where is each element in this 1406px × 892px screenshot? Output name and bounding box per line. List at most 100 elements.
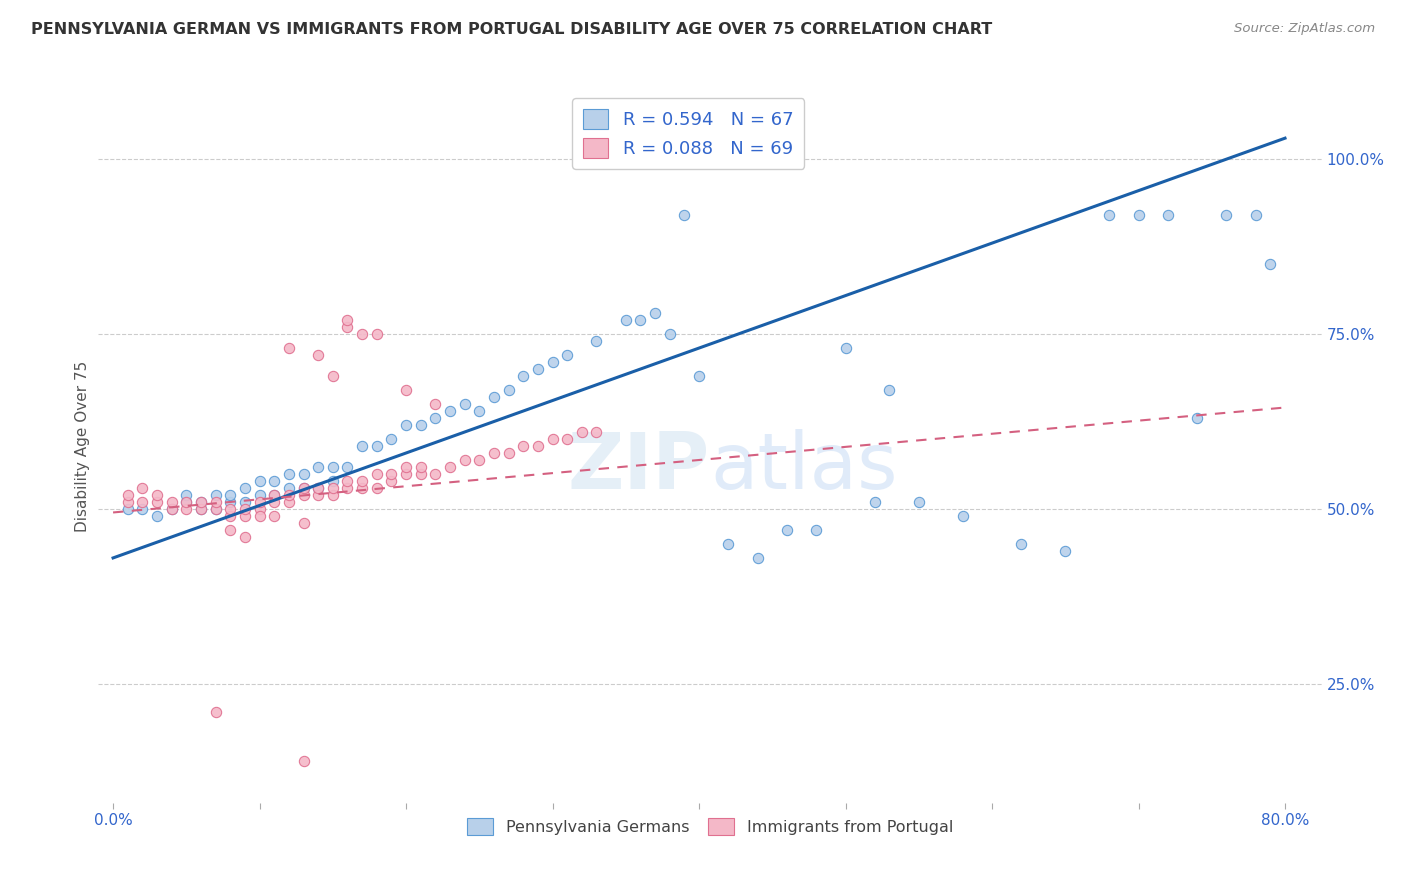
Point bbox=[395, 417, 418, 432]
Point bbox=[352, 439, 374, 453]
Point bbox=[307, 488, 329, 502]
Point bbox=[409, 417, 432, 432]
Point bbox=[160, 495, 183, 509]
Point bbox=[263, 508, 285, 523]
Point bbox=[307, 481, 329, 495]
Point bbox=[352, 481, 374, 495]
Point bbox=[527, 362, 550, 376]
Point bbox=[336, 481, 359, 495]
Point bbox=[468, 453, 491, 467]
Point bbox=[366, 439, 388, 453]
Point bbox=[395, 467, 418, 481]
Point bbox=[117, 495, 139, 509]
Point bbox=[952, 508, 974, 523]
Point bbox=[204, 705, 226, 719]
Point bbox=[190, 502, 212, 516]
Point bbox=[585, 425, 607, 439]
Point bbox=[1128, 208, 1150, 222]
Point bbox=[176, 488, 198, 502]
Point bbox=[204, 495, 226, 509]
Legend: Pennsylvania Germans, Immigrants from Portugal: Pennsylvania Germans, Immigrants from Po… bbox=[461, 812, 959, 841]
Point bbox=[249, 495, 271, 509]
Point bbox=[555, 348, 578, 362]
Point bbox=[263, 488, 285, 502]
Point bbox=[233, 495, 256, 509]
Point bbox=[834, 341, 856, 355]
Point bbox=[644, 306, 666, 320]
Point bbox=[219, 488, 242, 502]
Point bbox=[322, 474, 344, 488]
Point bbox=[219, 495, 242, 509]
Point bbox=[204, 502, 226, 516]
Point bbox=[292, 481, 315, 495]
Point bbox=[658, 327, 681, 342]
Point bbox=[249, 508, 271, 523]
Text: ZIP: ZIP bbox=[568, 429, 710, 506]
Point bbox=[863, 495, 886, 509]
Point bbox=[468, 404, 491, 418]
Point bbox=[146, 495, 169, 509]
Point bbox=[1260, 257, 1282, 271]
Point bbox=[527, 439, 550, 453]
Point bbox=[204, 502, 226, 516]
Point bbox=[249, 474, 271, 488]
Point bbox=[131, 481, 153, 495]
Point bbox=[630, 313, 652, 327]
Point bbox=[747, 550, 769, 565]
Point bbox=[498, 383, 520, 397]
Point bbox=[322, 460, 344, 475]
Point bbox=[380, 474, 402, 488]
Point bbox=[1010, 537, 1032, 551]
Text: atlas: atlas bbox=[710, 429, 897, 506]
Point bbox=[160, 502, 183, 516]
Point bbox=[482, 446, 505, 460]
Point bbox=[117, 488, 139, 502]
Point bbox=[585, 334, 607, 348]
Point bbox=[425, 397, 447, 411]
Text: Source: ZipAtlas.com: Source: ZipAtlas.com bbox=[1234, 22, 1375, 36]
Point bbox=[482, 390, 505, 404]
Point bbox=[806, 523, 828, 537]
Point bbox=[425, 467, 447, 481]
Point bbox=[249, 488, 271, 502]
Point bbox=[146, 508, 169, 523]
Point bbox=[263, 488, 285, 502]
Point bbox=[453, 453, 475, 467]
Point bbox=[512, 369, 534, 384]
Point bbox=[292, 516, 315, 530]
Point bbox=[366, 327, 388, 342]
Point bbox=[277, 467, 299, 481]
Point bbox=[395, 460, 418, 475]
Point bbox=[776, 523, 799, 537]
Point bbox=[425, 411, 447, 425]
Point bbox=[498, 446, 520, 460]
Point bbox=[879, 383, 901, 397]
Point bbox=[380, 432, 402, 446]
Point bbox=[292, 481, 315, 495]
Point bbox=[1215, 208, 1237, 222]
Point bbox=[614, 313, 637, 327]
Point bbox=[453, 397, 475, 411]
Point bbox=[190, 495, 212, 509]
Point bbox=[117, 502, 139, 516]
Point bbox=[190, 502, 212, 516]
Point bbox=[233, 502, 256, 516]
Point bbox=[176, 495, 198, 509]
Point bbox=[204, 488, 226, 502]
Point bbox=[277, 488, 299, 502]
Point bbox=[176, 502, 198, 516]
Point bbox=[336, 474, 359, 488]
Point bbox=[336, 313, 359, 327]
Point bbox=[907, 495, 929, 509]
Point bbox=[233, 481, 256, 495]
Point bbox=[380, 467, 402, 481]
Point bbox=[233, 530, 256, 544]
Text: PENNSYLVANIA GERMAN VS IMMIGRANTS FROM PORTUGAL DISABILITY AGE OVER 75 CORRELATI: PENNSYLVANIA GERMAN VS IMMIGRANTS FROM P… bbox=[31, 22, 993, 37]
Point bbox=[263, 495, 285, 509]
Point bbox=[673, 208, 696, 222]
Point bbox=[322, 488, 344, 502]
Point bbox=[307, 460, 329, 475]
Point bbox=[131, 502, 153, 516]
Point bbox=[307, 348, 329, 362]
Point bbox=[541, 355, 564, 369]
